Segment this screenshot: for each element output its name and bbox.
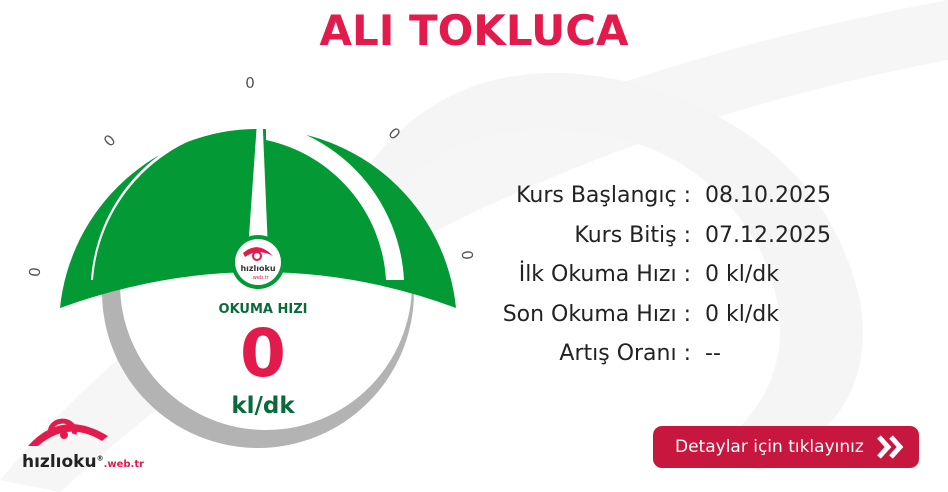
page-title: ALI TOKLUCA (319, 6, 629, 55)
brand-logo: hızlıoku®.web.tr (22, 410, 144, 472)
gauge-band-right (266, 122, 404, 280)
svg-text:.web.tr: .web.tr (251, 275, 269, 281)
info-row-first-speed: İlk Okuma Hızı :0 kl/dk (518, 262, 779, 288)
info-row-end: Kurs Bitiş :07.12.2025 (574, 222, 831, 248)
tick-label: 0 (100, 131, 119, 150)
info-row-start: Kurs Başlangıç :08.10.2025 (516, 183, 831, 209)
double-chevron-right-icon (877, 435, 904, 459)
eye-logo-icon (28, 418, 108, 446)
tick-label: 0 (26, 267, 45, 278)
details-button-label: Detaylar için tıklayınız (675, 437, 864, 457)
info-row-last-speed: Son Okuma Hızı :0 kl/dk (502, 301, 779, 327)
info-row-increase: Artış Oranı : -- (559, 341, 721, 367)
gauge-label: OKUMA HIZI (218, 302, 308, 317)
course-info: Kurs Başlangıç :08.10.2025 Kurs Bitiş :0… (440, 176, 920, 374)
gauge-unit: kl/dk (231, 393, 295, 419)
gauge-value: 0 (240, 315, 286, 392)
tick-label: 0 (385, 124, 404, 143)
tick-label: 0 (458, 250, 477, 261)
tick-label: 0 (245, 74, 255, 92)
details-button[interactable]: Detaylar için tıklayınız (653, 426, 919, 468)
hub-logo-text: hızlıoku (240, 264, 275, 273)
eye-logo-icon (243, 247, 273, 261)
gauge-needle (248, 108, 268, 250)
